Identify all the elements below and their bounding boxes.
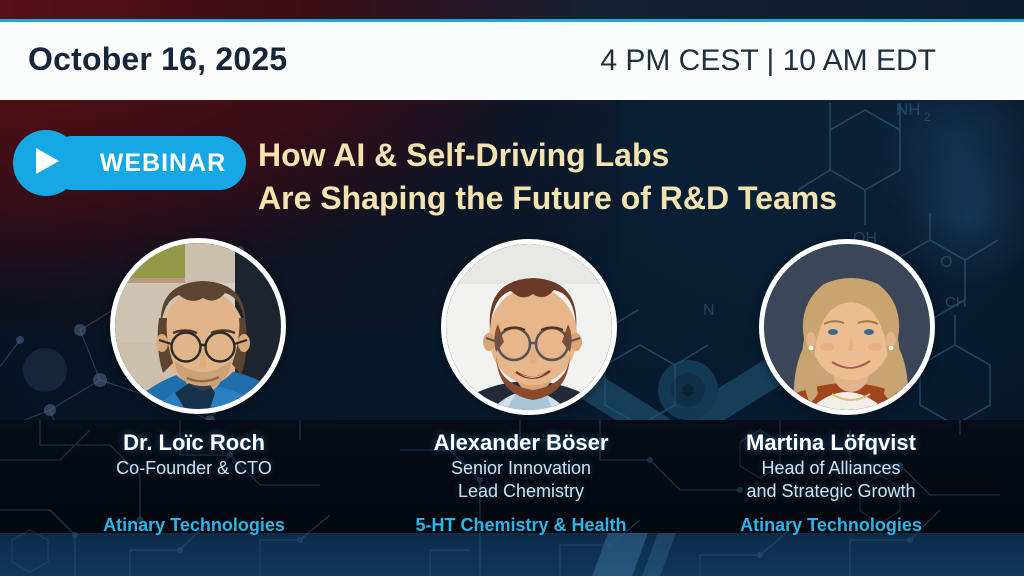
svg-text:O: O	[940, 254, 952, 271]
svg-text:NH: NH	[896, 100, 921, 119]
svg-text:N: N	[703, 302, 715, 319]
svg-text:CH: CH	[945, 294, 967, 311]
svg-text:2: 2	[924, 110, 931, 124]
